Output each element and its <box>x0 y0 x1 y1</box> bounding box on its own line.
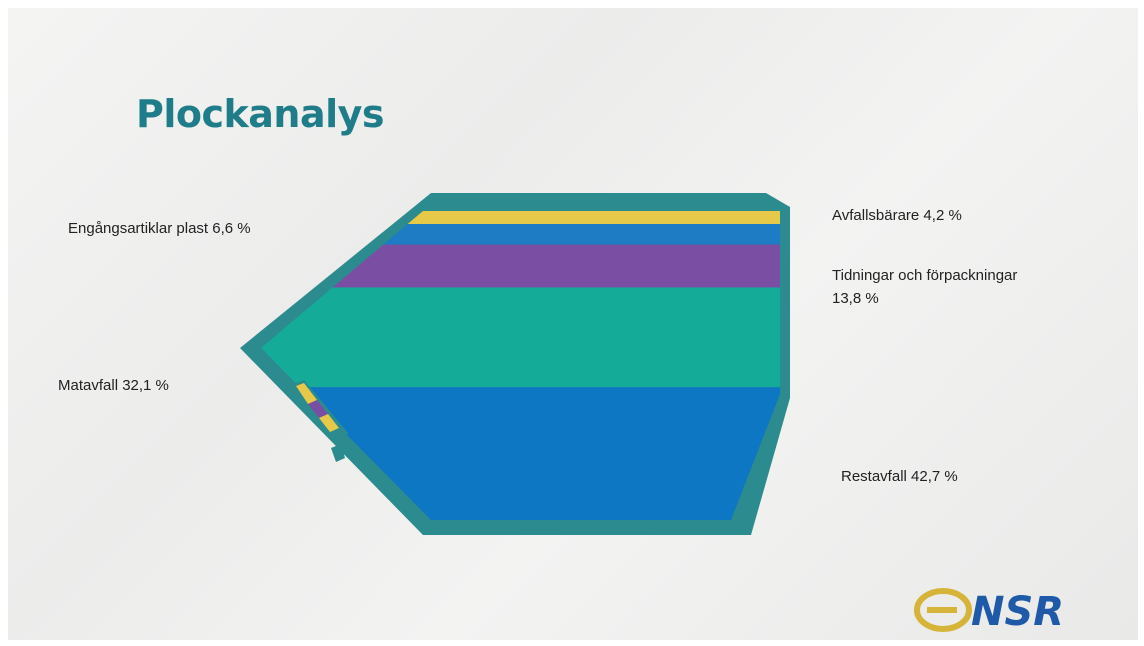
slide-title: Plockanalys <box>136 92 385 136</box>
label-avfallsbarare: Avfallsbärare 4,2 % <box>832 207 962 224</box>
slide: Plockanalys Engångsartiklar plast 6,6 % … <box>8 8 1138 640</box>
lifting-hook <box>290 380 348 462</box>
label-restavfall: Restavfall 42,7 % <box>841 468 958 485</box>
label-tidningar-och-forpackningar: Tidningar och förpackningar 13,8 % <box>832 267 1018 307</box>
label-engangsartiklar-plast: Engångsartiklar plast 6,6 % <box>68 220 251 237</box>
svg-text:NSR: NSR <box>971 589 1064 635</box>
nsr-logo: NSR <box>914 588 1064 635</box>
layer-tidningar-och-förpackningar <box>261 244 780 288</box>
label-matavfall: Matavfall 32,1 % <box>58 377 169 394</box>
layer-matavfall <box>261 287 780 388</box>
layer-avfallsbärare <box>261 211 780 225</box>
layer-engångsartiklar-plast <box>261 224 780 245</box>
waste-container-chart <box>240 193 790 535</box>
